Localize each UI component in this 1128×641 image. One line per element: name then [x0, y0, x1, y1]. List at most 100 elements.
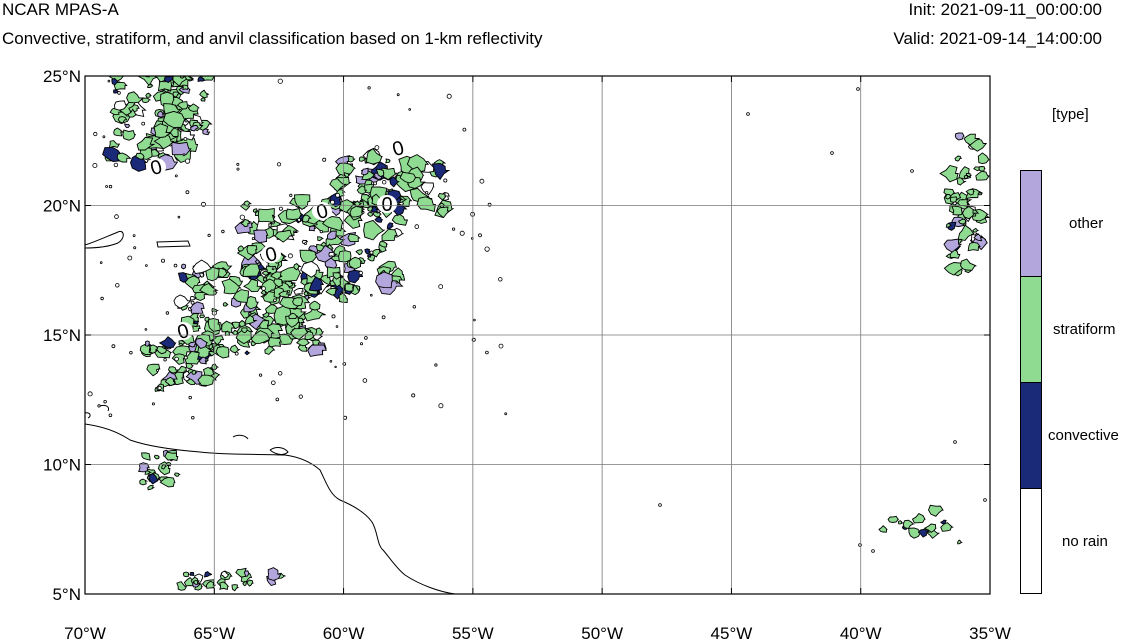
legend-swatch-no-rain — [1020, 488, 1042, 594]
precip-cell — [144, 470, 152, 475]
precip-cell — [378, 241, 389, 248]
precip-cell — [158, 336, 177, 349]
precip-cell — [307, 344, 327, 357]
precip-cell — [303, 291, 309, 296]
precip-speck — [412, 305, 416, 309]
precip-cell — [977, 152, 990, 165]
precip-speck — [498, 343, 504, 349]
coastline — [85, 423, 456, 594]
lon-tick-label: 55°W — [452, 624, 494, 641]
precip-speck — [271, 221, 275, 225]
precip-speck — [133, 246, 137, 250]
coastline — [85, 230, 124, 249]
precip-speck — [335, 325, 339, 328]
precip-speck — [364, 336, 368, 340]
precip-cell — [205, 580, 217, 589]
precip-speck — [374, 145, 380, 151]
precip-cell — [371, 249, 384, 258]
precip-speck — [443, 178, 448, 183]
contour-label: 0 — [175, 320, 191, 344]
precip-speck — [434, 363, 438, 367]
coastline-layer — [85, 230, 456, 594]
precip-cell — [338, 250, 352, 263]
precip-speck — [239, 214, 245, 220]
precip-cell — [399, 171, 417, 184]
precip-cell — [112, 89, 120, 94]
precip-cell — [148, 472, 160, 485]
precip-cell — [163, 76, 174, 84]
precip-speck — [191, 416, 195, 420]
precip-speck — [182, 153, 186, 157]
precip-cell — [242, 278, 262, 293]
precip-speck — [190, 300, 195, 305]
precip-speck — [157, 385, 162, 391]
precip-cell — [195, 337, 209, 350]
precip-cell — [164, 451, 179, 462]
contour-label-bg — [388, 139, 408, 157]
precip-speck — [871, 549, 875, 553]
precip-speck — [100, 296, 104, 301]
coastline — [85, 412, 91, 419]
precip-cell — [355, 249, 364, 256]
precip-cell — [366, 147, 383, 165]
legend-label-other: other — [1069, 215, 1104, 232]
precip-cell — [338, 292, 348, 303]
precip-cell — [222, 302, 229, 307]
precip-cell — [290, 327, 309, 341]
precip-cell — [972, 227, 980, 233]
precip-cell — [181, 263, 187, 270]
precip-cell — [878, 525, 888, 533]
precip-cell — [182, 571, 191, 578]
coastline — [156, 240, 191, 248]
precip-cell — [189, 125, 199, 132]
precip-cell — [961, 205, 976, 220]
precip-speck — [485, 350, 489, 355]
precip-cell — [292, 297, 304, 307]
precip-cell — [173, 294, 192, 309]
precip-speck — [438, 284, 444, 290]
precip-cell — [232, 289, 249, 303]
precip-speck — [151, 402, 155, 406]
precip-speck — [408, 108, 412, 111]
precip-speck — [953, 440, 957, 444]
precip-speck — [144, 328, 148, 331]
precip-speck — [114, 214, 119, 219]
precip-speck — [358, 270, 363, 275]
precip-cell — [389, 176, 400, 188]
precip-speck — [304, 242, 307, 246]
precip-cell — [325, 287, 337, 296]
precip-cell — [229, 344, 241, 354]
precip-cell — [191, 369, 198, 375]
graticule — [85, 76, 990, 594]
precip-cell — [261, 311, 270, 318]
precip-cell — [300, 260, 321, 278]
precip-speck — [273, 298, 277, 303]
precip-cell — [260, 289, 267, 296]
precip-cell — [356, 185, 368, 195]
precip-cell — [127, 108, 137, 118]
precip-cell — [367, 253, 372, 258]
precip-cell — [200, 97, 206, 102]
precip-speck — [174, 174, 178, 178]
precip-cell — [165, 59, 181, 75]
precip-cell — [191, 325, 201, 332]
precip-speck — [658, 503, 662, 507]
lon-tick-label: 70°W — [64, 624, 106, 641]
precip-speck — [236, 162, 240, 166]
precip-cell — [172, 91, 180, 98]
contour-label: 0 — [148, 156, 164, 180]
precip-cell — [332, 272, 344, 280]
lon-tick-label: 45°W — [711, 624, 753, 641]
precip-speck — [330, 199, 335, 205]
lon-tick-label: 40°W — [840, 624, 882, 641]
precip-speck — [278, 371, 283, 376]
contour-label: 0 — [381, 194, 392, 216]
precip-speck — [395, 280, 399, 284]
precip-cell — [182, 84, 189, 90]
precip-cell — [135, 152, 145, 160]
precip-speck — [382, 179, 387, 185]
precip-speck — [329, 359, 333, 363]
precip-cell — [197, 61, 213, 72]
precip-cell — [122, 129, 137, 141]
precip-cell — [253, 229, 269, 244]
